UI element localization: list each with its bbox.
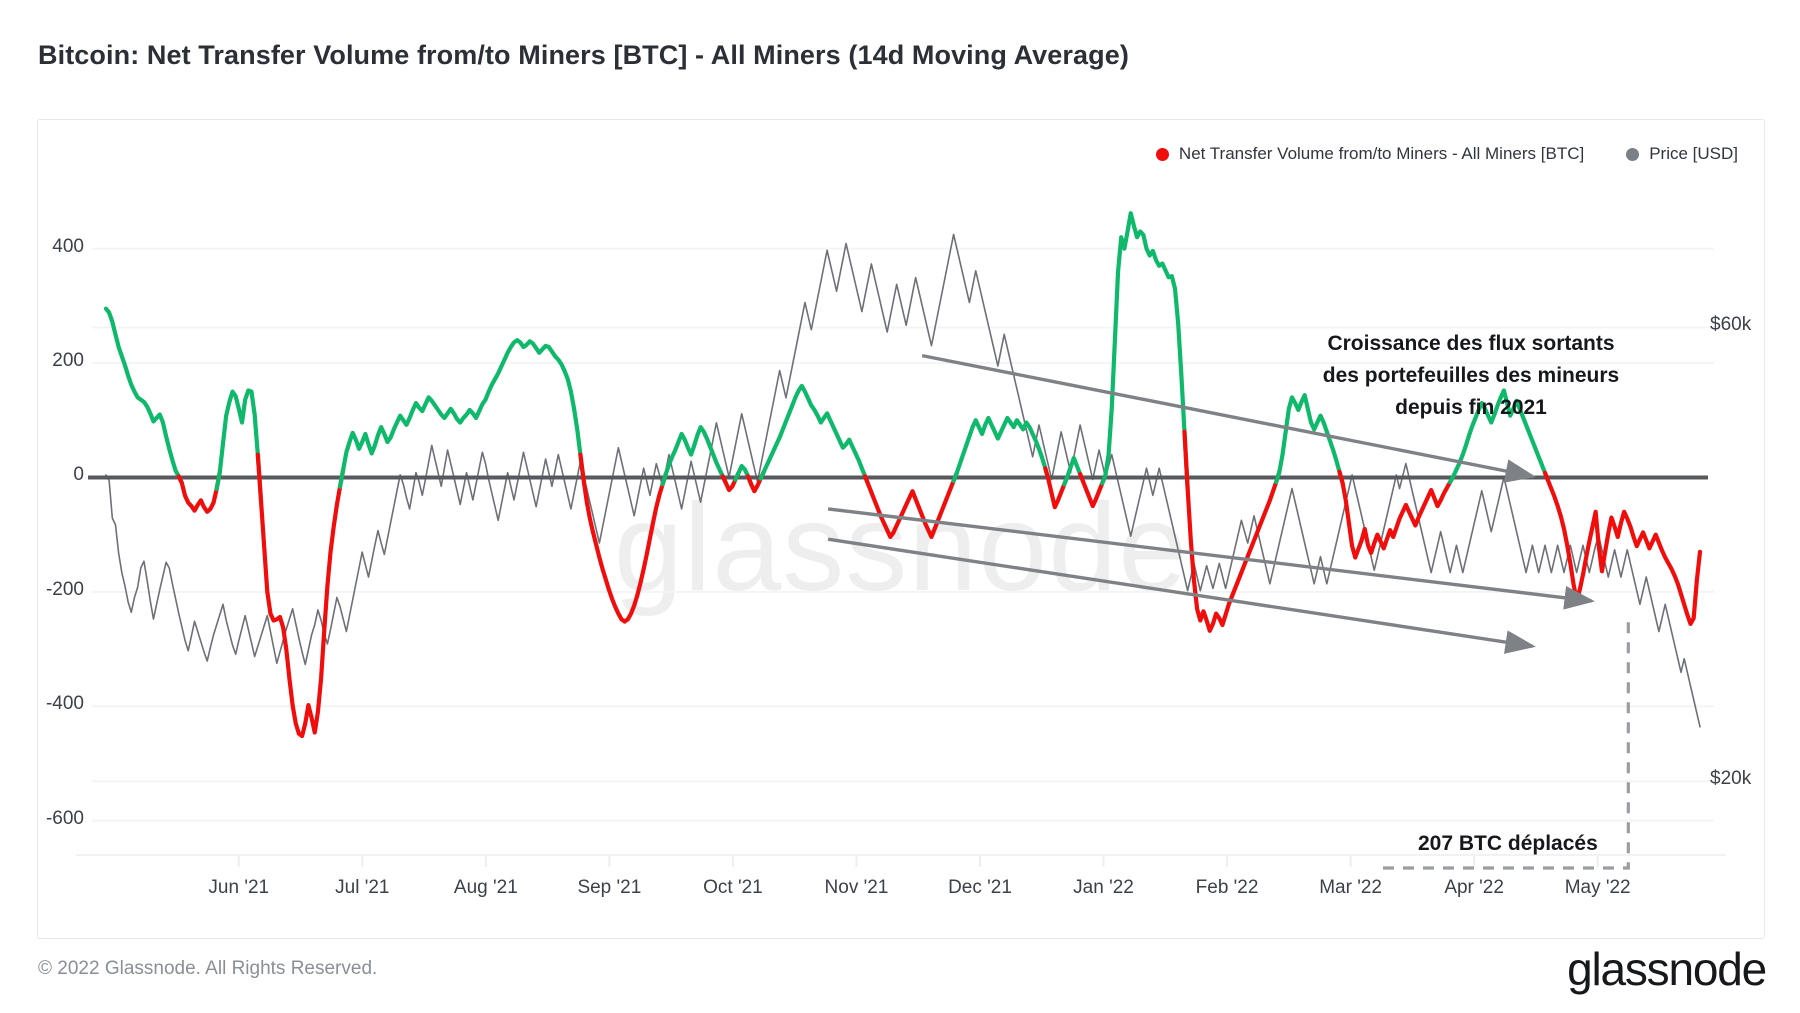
callout-leader-line bbox=[1383, 620, 1630, 870]
trend-arrows bbox=[827, 353, 1595, 654]
y-axis-tick-label: -600 bbox=[45, 807, 84, 829]
y-axis-tick-label: 200 bbox=[52, 350, 84, 372]
grid-lines bbox=[76, 247, 1726, 867]
glassnode-logo: glassnode bbox=[1567, 943, 1767, 995]
x-axis-tick-label: Oct '21 bbox=[703, 877, 763, 898]
x-axis-tick-label: Apr '22 bbox=[1444, 877, 1504, 898]
y-axis-tick-label: -400 bbox=[45, 693, 84, 715]
x-axis-tick-label: Sep '21 bbox=[577, 877, 642, 898]
chart-legend: Net Transfer Volume from/to Miners - All… bbox=[1155, 144, 1738, 164]
footer-copyright: © 2022 Glassnode. All Rights Reserved. bbox=[38, 958, 378, 979]
net-transfer-volume-series-path bbox=[103, 211, 1703, 739]
legend-item-price[interactable]: Price [USD] bbox=[1626, 144, 1738, 164]
y-axis-tick-label: 400 bbox=[52, 235, 84, 257]
legend-label-price: Price [USD] bbox=[1649, 144, 1738, 163]
x-axis-tick-label: May '22 bbox=[1564, 877, 1631, 898]
legend-item-net-transfer-volume[interactable]: Net Transfer Volume from/to Miners - All… bbox=[1155, 144, 1585, 164]
annotation-growth-line-2: des portefeuilles des mineurs bbox=[1322, 364, 1620, 387]
page-title: Bitcoin: Net Transfer Volume from/to Min… bbox=[38, 40, 1129, 70]
annotation-growth-text: Croissance des flux sortants des portefe… bbox=[1306, 328, 1636, 424]
annotation-moved-btc: 207 BTC déplacés bbox=[1418, 832, 1598, 855]
annotation-growth-line-3: depuis fin 2021 bbox=[1395, 396, 1547, 419]
x-axis-tick-label: Jul '21 bbox=[335, 877, 390, 898]
x-axis-tick-label: Feb '22 bbox=[1195, 877, 1259, 898]
price-axis-tick-label: $60k bbox=[1710, 314, 1752, 336]
x-axis-tick-label: Aug '21 bbox=[453, 877, 518, 898]
x-axis-tick-label: Jan '22 bbox=[1073, 877, 1134, 898]
legend-label-net-transfer-volume: Net Transfer Volume from/to Miners - All… bbox=[1178, 144, 1585, 163]
chart-panel: Net Transfer Volume from/to Miners - All… bbox=[37, 119, 1765, 939]
y-axis-tick-label: -200 bbox=[45, 578, 84, 600]
x-axis-tick-label: Jun '21 bbox=[208, 877, 270, 898]
price-series-path bbox=[105, 233, 1701, 728]
x-axis-tick-label: Mar '22 bbox=[1319, 877, 1382, 898]
chart-plot bbox=[76, 211, 1726, 870]
x-axis-tick-label: Nov '21 bbox=[824, 877, 889, 898]
y-axis-tick-label: 0 bbox=[73, 464, 84, 486]
circle-dot-icon bbox=[1626, 147, 1640, 161]
price-axis-tick-label: $20k bbox=[1710, 768, 1752, 790]
x-axis-tick-label: Dec '21 bbox=[948, 877, 1012, 898]
circle-dot-icon bbox=[1155, 147, 1169, 161]
annotation-growth-line-1: Croissance des flux sortants bbox=[1327, 332, 1615, 355]
